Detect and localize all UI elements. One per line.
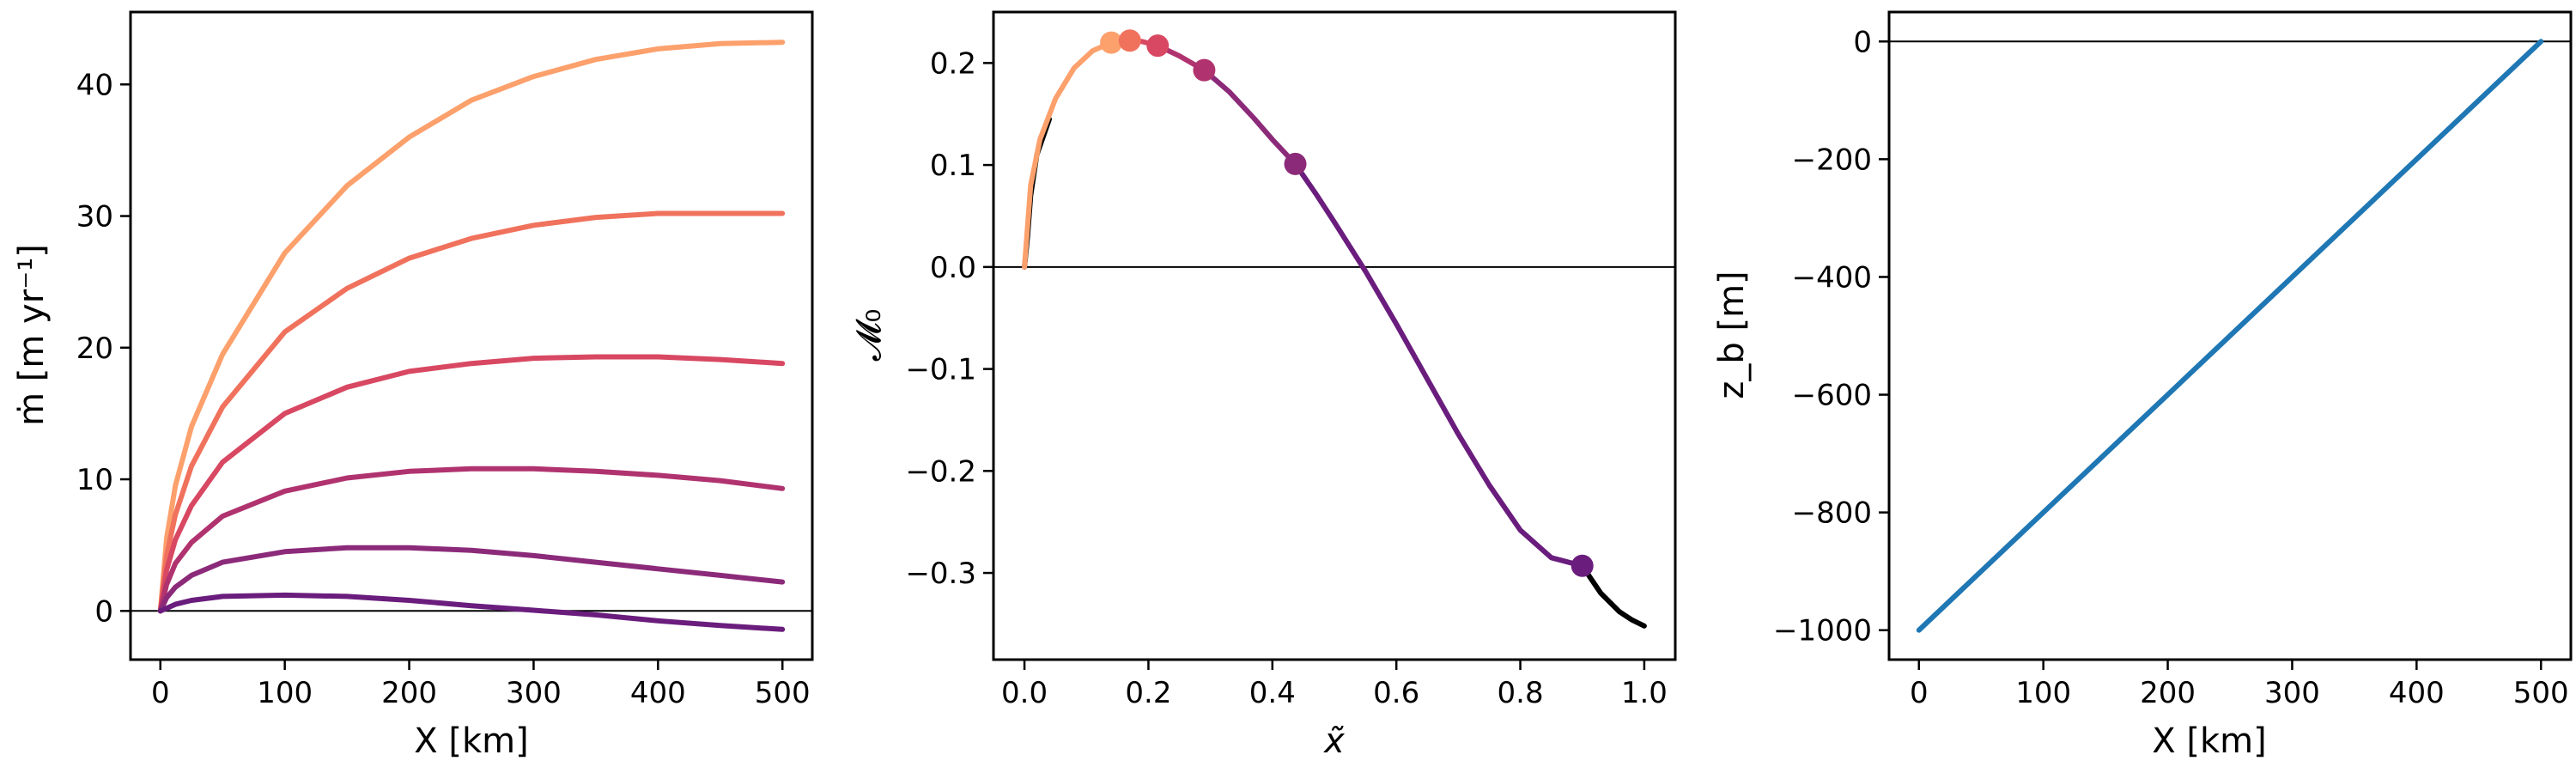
bed-elevation-x-tick-label: 400 bbox=[2389, 676, 2445, 710]
m0-series-line-5 bbox=[1201, 67, 1298, 167]
m0-x-tick-label: 0.8 bbox=[1498, 676, 1544, 710]
melt-rate-series-line-3 bbox=[157, 466, 786, 614]
m0-marker-4 bbox=[1284, 152, 1307, 175]
bed-elevation-y-tick-label: −1000 bbox=[1773, 614, 1872, 648]
melt-rate-series-line-4 bbox=[157, 545, 786, 614]
m0-y-tick-label: −0.1 bbox=[905, 353, 976, 387]
m0-marker-2 bbox=[1146, 34, 1170, 58]
m0-x-tick-label: 1.0 bbox=[1621, 676, 1668, 710]
melt-rate-y-tick-label: 20 bbox=[76, 332, 113, 366]
m0-y-tick-label: −0.2 bbox=[905, 454, 976, 489]
bed-elevation-series-line-0 bbox=[1916, 39, 2544, 633]
m0-series-line-6 bbox=[1292, 161, 1585, 569]
bed-elevation-y-tick-label: 0 bbox=[1853, 25, 1872, 59]
m0-plot-area bbox=[993, 29, 1675, 629]
m0-x-tick-label: 0.2 bbox=[1125, 676, 1171, 710]
melt-rate-axes-frame bbox=[129, 10, 814, 661]
m0-marker-1 bbox=[1118, 29, 1141, 52]
bed-elevation-ticks: 0 100 200 300 400 500 0 −200 −400 −600 −800 −1000 bbox=[1773, 25, 2569, 710]
m0-y-axis-label: 𝓜₀ bbox=[849, 309, 889, 362]
melt-rate-x-tick-label: 300 bbox=[506, 676, 562, 710]
melt-rate-x-tick-label: 500 bbox=[755, 676, 811, 710]
melt-rate-y-tick-label: 10 bbox=[76, 463, 113, 497]
bed-elevation-x-axis-label: X [km] bbox=[2152, 721, 2266, 761]
bed-elevation-axes-frame bbox=[1887, 10, 2573, 661]
bed-elevation-x-tick-label: 300 bbox=[2264, 676, 2320, 710]
melt-rate-y-tick-label: 0 bbox=[94, 594, 113, 629]
melt-rate-x-tick-label: 0 bbox=[151, 676, 170, 710]
bed-elevation-y-tick-label: −600 bbox=[1792, 379, 1872, 413]
bed-elevation-y-tick-label: −200 bbox=[1792, 143, 1872, 177]
melt-rate-x-tick-label: 100 bbox=[257, 676, 313, 710]
melt-rate-y-tick-label: 30 bbox=[76, 200, 113, 234]
bed-elevation-x-tick-label: 100 bbox=[2015, 676, 2071, 710]
melt-rate-ticks: 0 100 200 300 400 500 0 10 20 30 40 bbox=[76, 68, 811, 710]
melt-rate-y-axis-label: ṁ [m yr⁻¹] bbox=[12, 244, 52, 426]
m0-x-tick-label: 0.4 bbox=[1249, 676, 1296, 710]
m0-y-tick-label: 0.2 bbox=[930, 46, 976, 81]
melt-rate-series-line-1 bbox=[157, 210, 786, 614]
panel-m0: 0.0 0.2 0.4 0.6 0.8 1.0−0.3−0.2−0.10.00.10.2 … bbox=[849, 10, 1677, 761]
melt-rate-x-tick-label: 200 bbox=[381, 676, 437, 710]
m0-y-tick-label: 0.0 bbox=[930, 251, 976, 285]
m0-ticks: 0.0 0.2 0.4 0.6 0.8 1.0 −0.3 −0.2 −0.1 0.0 0.1 0.2 bbox=[905, 46, 1668, 710]
m0-x-tick-label: 0.0 bbox=[1001, 676, 1048, 710]
m0-series-line-7 bbox=[1579, 563, 1647, 629]
melt-rate-y-tick-label: 40 bbox=[76, 68, 113, 102]
melt-rate-series-line-0 bbox=[157, 40, 786, 614]
bed-elevation-y-tick-label: −400 bbox=[1792, 260, 1872, 295]
m0-marker-0 bbox=[1100, 31, 1123, 54]
m0-series-line-1 bbox=[1022, 40, 1115, 270]
m0-axes-frame bbox=[992, 10, 1677, 661]
m0-y-tick-label: 0.1 bbox=[930, 149, 976, 183]
melt-rate-plot-area bbox=[131, 40, 812, 632]
melt-rate-x-axis-label: X [km] bbox=[414, 721, 528, 761]
bed-elevation-plot-area bbox=[1889, 39, 2571, 633]
m0-y-tick-label: −0.3 bbox=[905, 557, 976, 591]
bed-elevation-x-tick-label: 500 bbox=[2513, 676, 2569, 710]
m0-marker-3 bbox=[1193, 58, 1216, 82]
bed-elevation-y-axis-label: z_b [m] bbox=[1712, 271, 1752, 399]
m0-x-tick-label: 0.6 bbox=[1373, 676, 1419, 710]
melt-rate-series-line-2 bbox=[157, 354, 786, 614]
bed-elevation-x-tick-label: 0 bbox=[1910, 676, 1929, 710]
m0-marker-5 bbox=[1571, 554, 1594, 577]
bed-elevation-y-tick-label: −800 bbox=[1792, 496, 1872, 531]
panel-melt-rate: 0 100 200 300 400 500 0 10 20 30 40 X [km] ṁ [m yr… bbox=[12, 10, 814, 761]
melt-rate-series-line-5 bbox=[157, 592, 786, 632]
bed-elevation-x-tick-label: 200 bbox=[2140, 676, 2196, 710]
m0-x-axis-label: x̃ bbox=[1322, 721, 1345, 761]
melt-rate-x-tick-label: 400 bbox=[630, 676, 686, 710]
panel-bed-elevation: 0 100 200 300 400 500 0 −200 −400 −600 −800 −1000 X… bbox=[1712, 10, 2573, 761]
